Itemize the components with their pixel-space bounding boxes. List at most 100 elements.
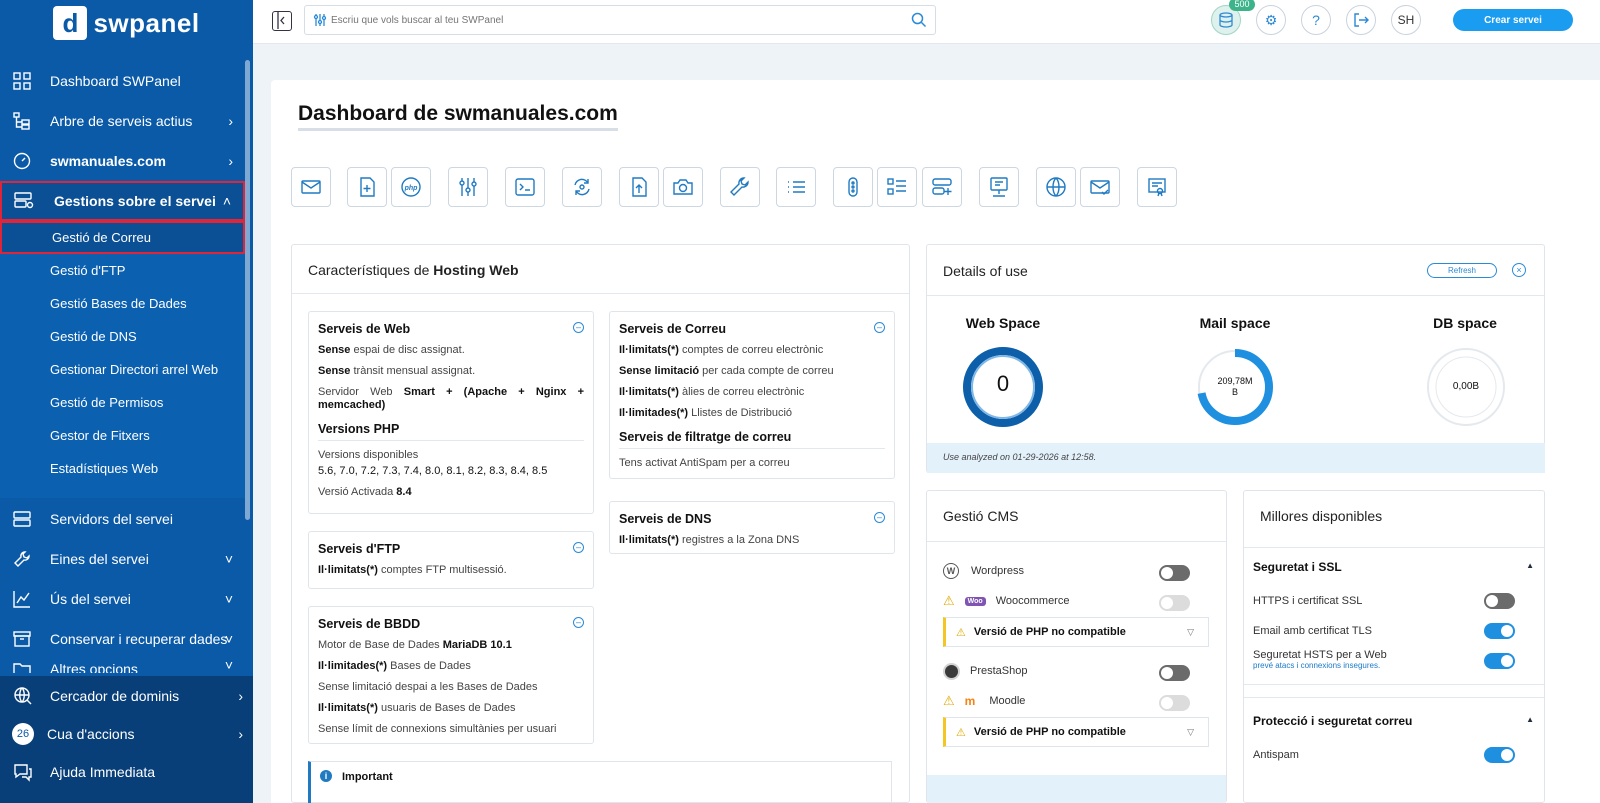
help-button[interactable]: ? <box>1301 5 1331 35</box>
tool-globe-button[interactable] <box>1036 167 1076 207</box>
settings-button[interactable]: ⚙ <box>1256 5 1286 35</box>
sidebar-item-domain-search[interactable]: Cercador de dominis › <box>0 676 253 716</box>
sidebar-subitem-ftp[interactable]: Gestió d'FTP <box>50 263 126 278</box>
search-input[interactable] <box>331 11 901 29</box>
tool-php-button[interactable]: php <box>391 167 431 207</box>
tool-certificate-button[interactable] <box>1137 167 1177 207</box>
sidebar-subitem-file-manager[interactable]: Gestor de Fitxers <box>50 428 150 443</box>
sidebar-subitem-web-stats[interactable]: Estadístiques Web <box>50 461 159 476</box>
tree-icon <box>12 111 32 131</box>
tool-checklist-button[interactable] <box>877 167 917 207</box>
collapse-minus-icon[interactable]: – <box>874 322 885 333</box>
web-space-gauge <box>963 347 1043 427</box>
sidebar-item-action-queue[interactable]: 26 Cua d'accions › <box>0 714 253 754</box>
web-services-box: Serveis de Web – Sense espai de disc assi… <box>308 311 594 514</box>
search-bar[interactable] <box>304 5 936 35</box>
sidebar-subitem-mail[interactable]: Gestió de Correu <box>0 221 245 254</box>
tool-device-button[interactable] <box>833 167 873 207</box>
user-avatar[interactable]: SH <box>1391 5 1421 35</box>
web-space-value: 0 <box>996 371 1010 396</box>
sidebar-item-service-tree[interactable]: Arbre de serveis actius › <box>0 101 245 141</box>
tool-new-file-button[interactable] <box>347 167 387 207</box>
php-versions-heading: Versions PHP <box>318 422 584 441</box>
hsts-description: prevé atacs i connexions insegures. <box>1253 661 1381 670</box>
sidebar-item-service-management[interactable]: Gestions sobre el servei ˄ <box>0 181 245 221</box>
tool-sync-button[interactable] <box>562 167 602 207</box>
php-incompatible-warning[interactable]: ⚠ Versió de PHP no compatible ▽ <box>943 717 1209 747</box>
mail-services-heading: Serveis de Correu <box>619 322 726 336</box>
tool-list-button[interactable] <box>776 167 816 207</box>
sidebar-subitem-databases[interactable]: Gestió Bases de Dades <box>50 296 187 311</box>
hsts-toggle[interactable] <box>1484 653 1515 669</box>
ssl-section-heading[interactable]: Seguretat i SSL <box>1253 560 1342 574</box>
chevron-down-icon: ▽ <box>1187 726 1194 737</box>
sliders-icon <box>459 178 477 196</box>
mail-check-icon <box>1090 180 1110 195</box>
woocommerce-toggle[interactable] <box>1159 595 1190 611</box>
chevron-up-icon[interactable]: ▲ <box>1526 561 1534 570</box>
sidebar-subitem-web-root[interactable]: Gestionar Directori arrel Web <box>50 362 219 377</box>
sidebar-scrollbar[interactable] <box>245 60 250 520</box>
tool-monitor-button[interactable] <box>979 167 1019 207</box>
important-label: Important <box>342 771 393 783</box>
logout-button[interactable] <box>1346 5 1376 35</box>
chat-icon <box>12 761 34 783</box>
sidebar-item-label: Altres opcions <box>50 661 138 673</box>
chevron-up-icon[interactable]: ▲ <box>1526 715 1534 724</box>
antispam-toggle[interactable] <box>1484 747 1515 763</box>
collapse-icon <box>277 12 285 29</box>
collapse-minus-icon[interactable]: – <box>573 322 584 333</box>
sidebar-item-domain[interactable]: swmanuales.com › <box>0 141 245 181</box>
database-button[interactable] <box>1211 5 1241 35</box>
wordpress-toggle[interactable] <box>1159 565 1190 581</box>
brand-logo[interactable]: d swpanel <box>0 0 253 46</box>
server-gear-icon <box>14 191 34 211</box>
https-ssl-label: HTTPS i certificat SSL <box>1253 595 1363 607</box>
sidebar-item-other[interactable]: Altres opcions ˅ <box>0 653 245 673</box>
tool-snapshot-button[interactable] <box>663 167 703 207</box>
close-icon[interactable]: × <box>1512 263 1526 277</box>
sidebar-item-label: Servidors del servei <box>50 511 173 527</box>
refresh-button[interactable]: Refresh <box>1427 263 1497 278</box>
sidebar-subitem-dns[interactable]: Gestió de DNS <box>50 329 137 344</box>
sidebar-item-dashboard[interactable]: Dashboard SWPanel <box>0 61 245 101</box>
tool-mail-button[interactable] <box>291 167 331 207</box>
tool-add-server-button[interactable] <box>922 167 962 207</box>
tool-settings-button[interactable] <box>448 167 488 207</box>
card-title: Gestió CMS <box>943 508 1019 524</box>
sidebar-subitem-permissions[interactable]: Gestió de Permisos <box>50 395 164 410</box>
search-icon[interactable] <box>911 12 927 31</box>
grid-icon <box>12 71 32 91</box>
sidebar-item-usage[interactable]: Ús del servei ˅ <box>0 579 245 619</box>
sidebar-item-backup[interactable]: Conservar i recuperar dades ˅ <box>0 619 245 659</box>
sidebar-item-servers[interactable]: Servidors del servei <box>0 499 245 539</box>
tool-upload-button[interactable] <box>619 167 659 207</box>
mail-icon <box>301 180 321 194</box>
email-tls-toggle[interactable] <box>1484 623 1515 639</box>
php-incompatible-warning[interactable]: ⚠ Versió de PHP no compatible ▽ <box>943 617 1209 647</box>
db-space-value: 0,00B <box>1452 381 1480 392</box>
collapse-minus-icon[interactable]: – <box>573 617 584 628</box>
upgrades-card: Millores disponibles Seguretat i SSL ▲ H… <box>1243 490 1545 803</box>
page-title: Dashboard de swmanuales.com <box>298 102 618 131</box>
tool-terminal-button[interactable] <box>505 167 545 207</box>
moodle-toggle[interactable] <box>1159 695 1190 711</box>
prestashop-toggle[interactable] <box>1159 665 1190 681</box>
collapse-minus-icon[interactable]: – <box>573 542 584 553</box>
https-ssl-toggle[interactable] <box>1484 593 1515 609</box>
database-services-box: Serveis de BBDD – Motor de Base de Dades … <box>308 606 594 744</box>
wrench-icon <box>730 177 749 196</box>
collapse-sidebar-button[interactable] <box>272 11 292 31</box>
tool-mail-check-button[interactable] <box>1080 167 1120 207</box>
cms-row-moodle: ⚠ m Moodle <box>943 693 1026 708</box>
mail-protection-heading[interactable]: Protecció i seguretat correu <box>1253 714 1413 728</box>
sidebar-item-tools[interactable]: Eines del servei ˅ <box>0 539 245 579</box>
filter-icon[interactable] <box>313 13 327 30</box>
sidebar-item-help[interactable]: Ajuda Immediata <box>0 752 253 792</box>
tool-wrench-button[interactable] <box>720 167 760 207</box>
collapse-minus-icon[interactable]: – <box>874 512 885 523</box>
sidebar-item-label: Conservar i recuperar dades <box>50 631 228 647</box>
sidebar-item-label: swmanuales.com <box>50 153 166 169</box>
create-service-button[interactable]: Crear servei <box>1453 9 1573 31</box>
topbar: ⚙ ? SH Crear servei <box>253 0 1600 44</box>
